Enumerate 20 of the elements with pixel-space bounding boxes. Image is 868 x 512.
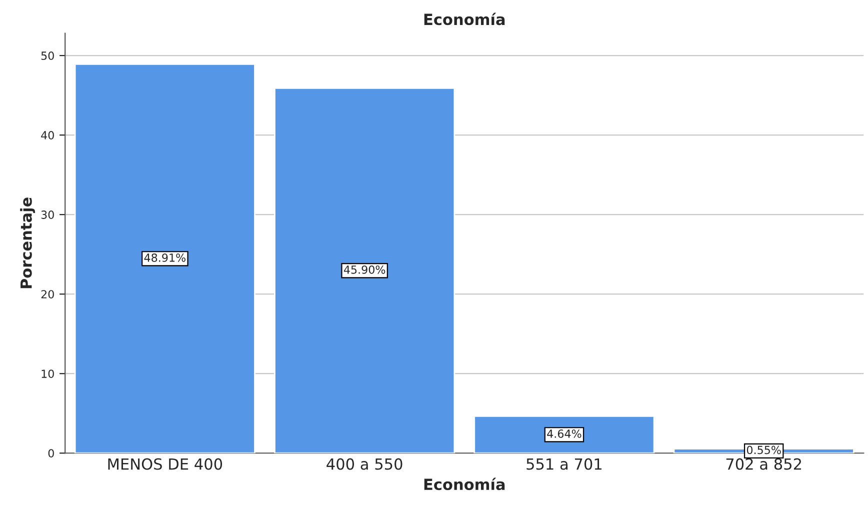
y-tick-label: 50 (41, 52, 54, 60)
y-tick-label: 0 (48, 449, 54, 458)
x-tick-label: 400 a 550 (326, 458, 402, 470)
x-axis-title: Economía (424, 478, 505, 490)
y-tick-label: 20 (41, 290, 54, 298)
y-tick-label: 40 (41, 131, 54, 140)
x-tick-label: MENOS DE 400 (108, 458, 222, 470)
bar (474, 416, 655, 454)
chart-title: Economía (424, 12, 505, 26)
data-label: 45.90% (344, 265, 386, 274)
y-axis-title: Porcentaje (20, 198, 35, 288)
x-tick-label: 551 a 701 (526, 458, 602, 470)
bar (274, 87, 456, 454)
y-tick-label: 10 (42, 370, 54, 378)
data-label: 0.55% (746, 446, 781, 454)
data-label: 4.64% (547, 429, 582, 438)
x-tick-label: 702 a 852 (726, 458, 802, 470)
data-label: 48.91% (144, 253, 186, 262)
bar (74, 64, 256, 454)
y-tick-label: 30 (41, 210, 54, 219)
